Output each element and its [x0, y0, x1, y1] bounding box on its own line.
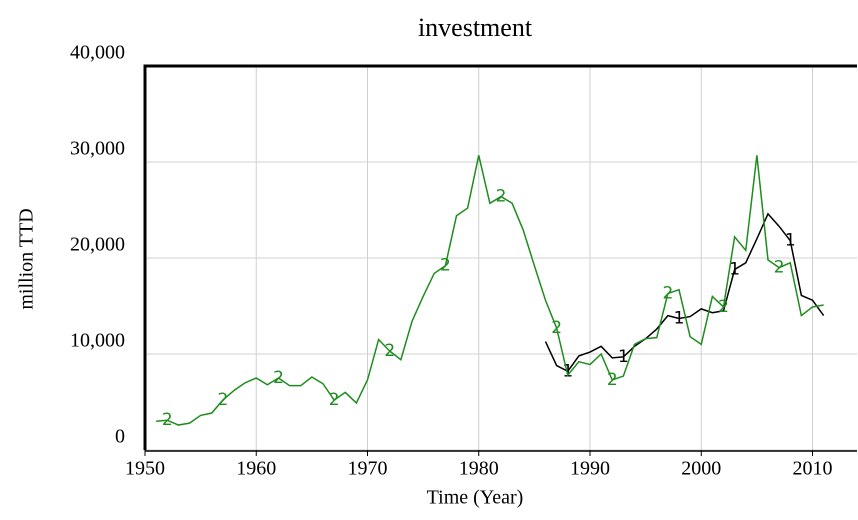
series-marker: 1	[729, 260, 740, 280]
series-line	[156, 155, 824, 426]
series-marker: 2	[273, 368, 284, 388]
series-marker: 2	[662, 284, 673, 304]
series-marker: 1	[562, 361, 573, 381]
series-marker: 2	[162, 410, 173, 430]
y-tick-label: 0	[115, 426, 125, 448]
series-marker: 1	[618, 347, 629, 367]
chart-title: investment	[418, 13, 533, 42]
x-tick-label: 1950	[125, 458, 165, 480]
x-tick-label: 1980	[459, 458, 499, 480]
series-marker: 2	[329, 390, 340, 410]
x-tick-label: 2000	[681, 458, 721, 480]
x-tick-label: 1960	[236, 458, 276, 480]
series-marker: 2	[607, 370, 618, 390]
series-marker: 2	[718, 297, 729, 317]
y-axis-label: million TTD	[16, 208, 38, 309]
y-tick-label: 40,000	[70, 42, 125, 64]
series-marker: 1	[785, 231, 796, 251]
x-axis-label: Time (Year)	[427, 487, 524, 509]
series-marker: 2	[774, 258, 785, 278]
series-marker: 1	[674, 308, 685, 328]
series-marker: 2	[217, 390, 228, 410]
y-tick-label: 20,000	[70, 234, 125, 256]
x-tick-label: 2010	[793, 458, 833, 480]
y-tick-label: 10,000	[70, 330, 125, 352]
x-tick-label: 1970	[348, 458, 388, 480]
series-marker: 2	[551, 318, 562, 338]
y-tick-label: 30,000	[70, 138, 125, 160]
series-marker: 2	[496, 187, 507, 207]
x-tick-label: 1990	[570, 458, 610, 480]
series-line	[544, 212, 825, 373]
series-marker: 2	[440, 256, 451, 276]
series-marker: 2	[384, 341, 395, 361]
plot-frame	[143, 64, 857, 450]
